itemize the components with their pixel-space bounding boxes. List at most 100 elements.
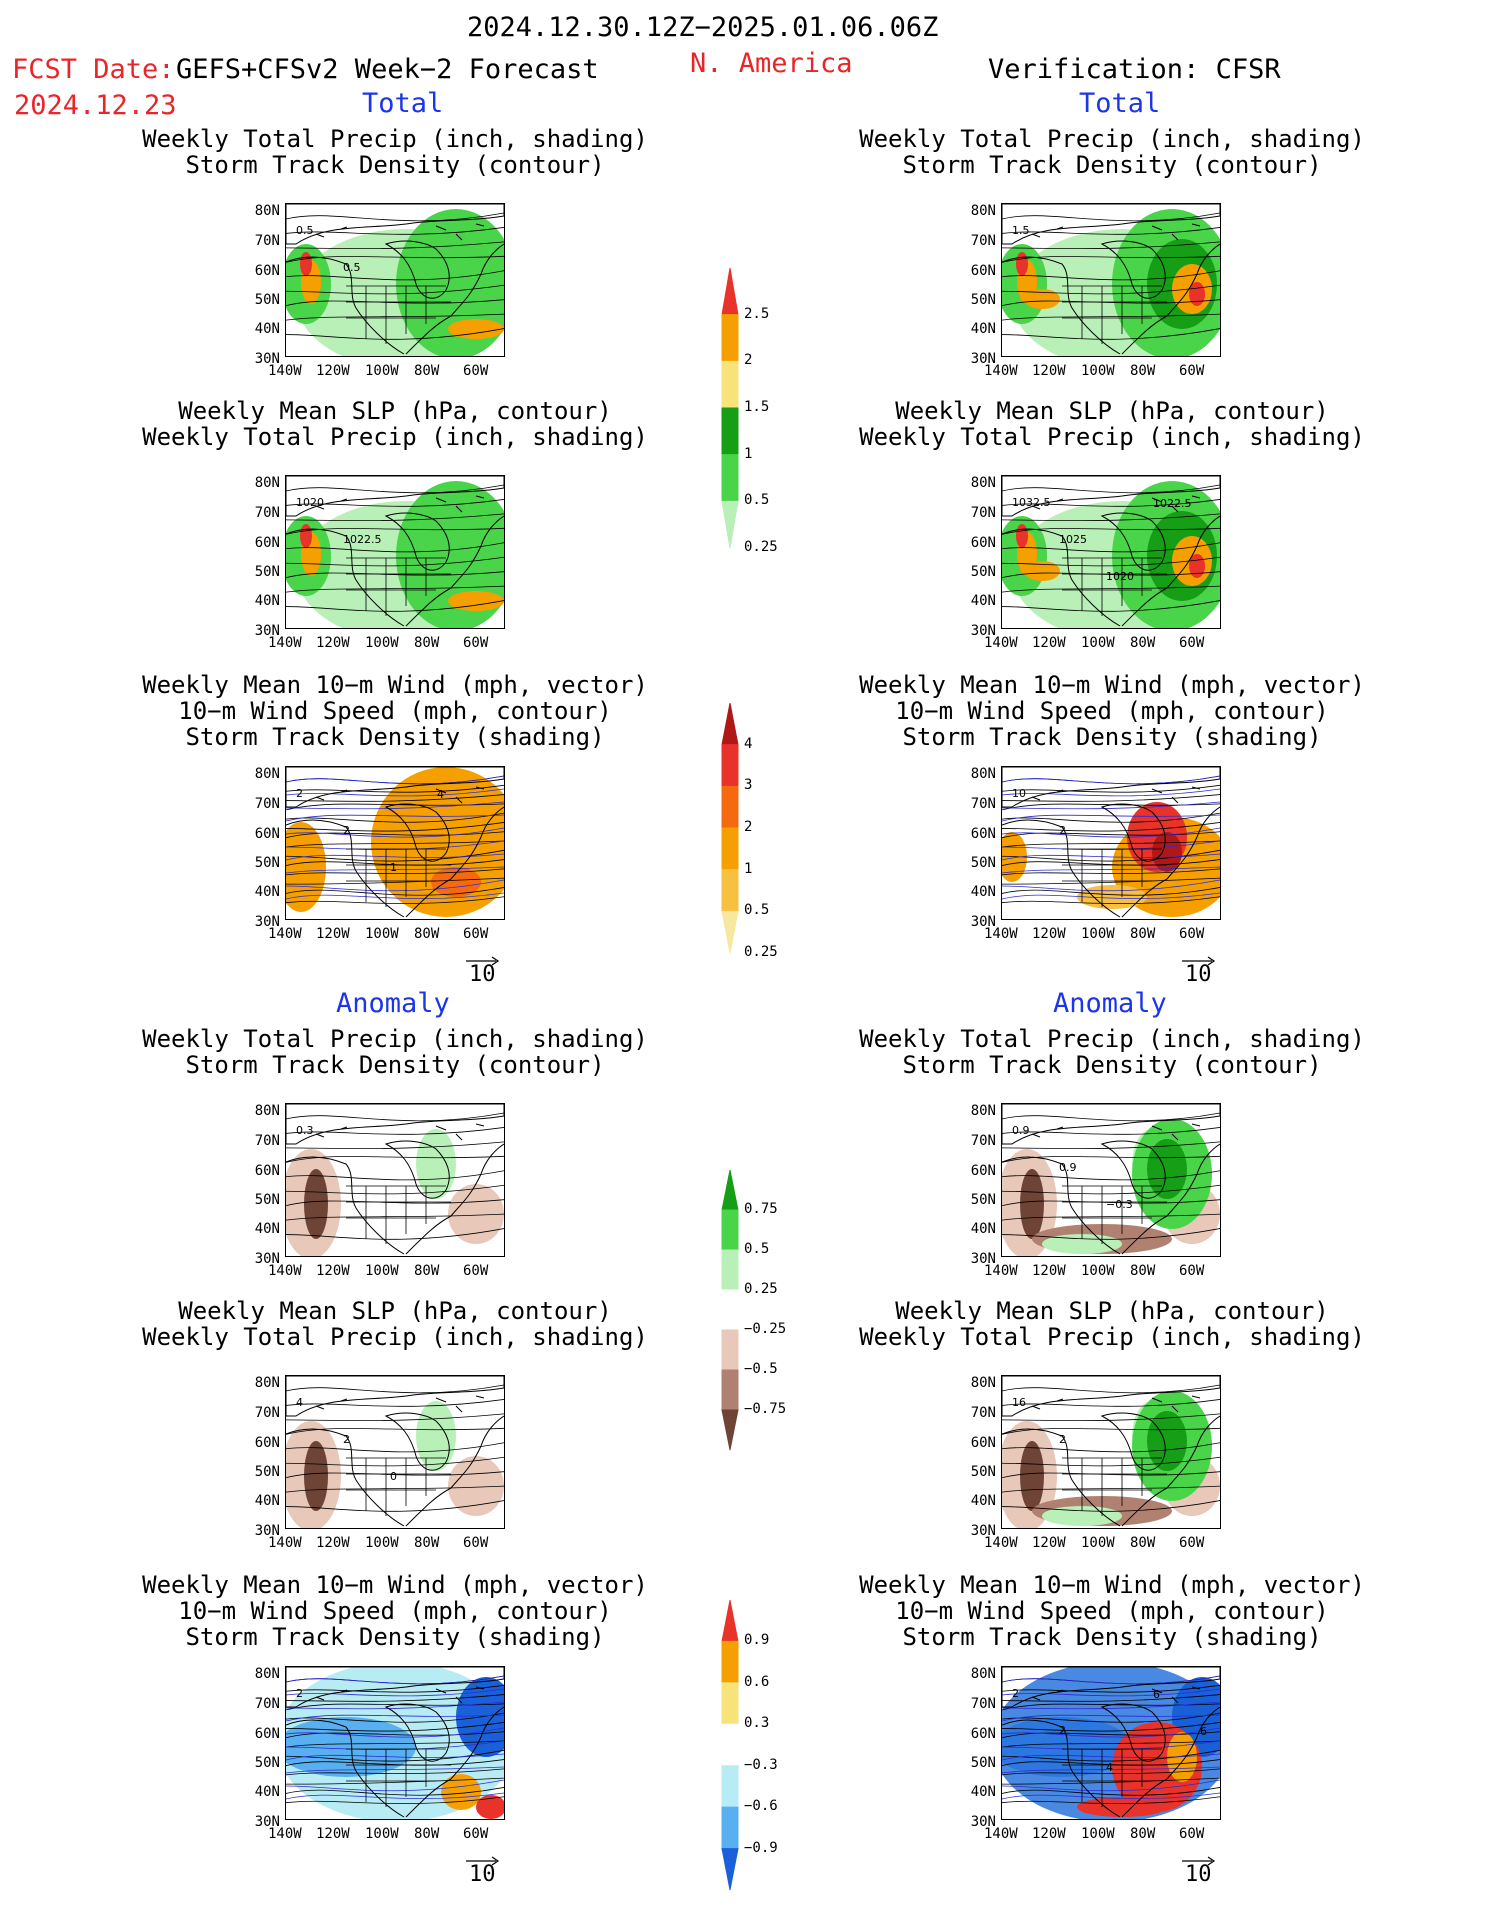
contour-line <box>1002 328 1220 340</box>
longitude-tick-label: 80W <box>414 1535 440 1551</box>
panel-title-right-4-line2: Storm Track Density (contour) <box>902 1051 1322 1079</box>
contour-line <box>286 1779 504 1792</box>
panel-title-left-4-line1: Weekly Total Precip (inch, shading) <box>142 1025 648 1053</box>
shading-region <box>1016 524 1028 548</box>
contour-line <box>1002 1740 1220 1748</box>
longitude-tick-label: 140W <box>984 1263 1018 1279</box>
colorbar-segment <box>721 703 739 746</box>
contour-line <box>1002 1675 1220 1685</box>
latitude-tick-label: 30N <box>970 1251 996 1267</box>
contour-line <box>286 227 504 235</box>
latitude-tick-label: 70N <box>254 1696 280 1712</box>
contour-line <box>1002 255 1220 263</box>
latitude-tick-label: 40N <box>254 1493 280 1509</box>
contour-line <box>286 794 504 802</box>
latitude-tick-label: 50N <box>254 1464 280 1480</box>
contour-value-label: 0 <box>390 1470 397 1483</box>
colorbar-tick-label: −0.6 <box>744 1798 778 1815</box>
panel-title-left-6-line1: Weekly Mean 10−m Wind (mph, vector) <box>142 1571 648 1599</box>
colorbar-segment <box>721 785 739 829</box>
contour-line <box>1002 1727 1220 1738</box>
shading-region <box>1020 1169 1044 1239</box>
longitude-tick-label: 140W <box>268 926 302 942</box>
longitude-tick-label: 120W <box>316 1535 350 1551</box>
shading-region <box>448 319 504 339</box>
panel-title-left-1-line1: Weekly Total Precip (inch, shading) <box>142 125 648 153</box>
colorbar-segment <box>721 1209 739 1251</box>
contour-line <box>1002 1228 1220 1240</box>
shading-region <box>304 1441 328 1511</box>
contour-line <box>286 1701 504 1710</box>
contour-line <box>1002 227 1220 235</box>
longitude-tick-label: 80W <box>414 926 440 942</box>
contour-value-label: 2 <box>343 824 350 837</box>
longitude-tick-label: 80W <box>1130 1263 1156 1279</box>
contour-line <box>1002 484 1220 494</box>
colorbar-segment <box>721 268 739 316</box>
section-total-right: Total <box>1079 88 1161 119</box>
colorbar-segment <box>721 1329 739 1371</box>
latitude-tick-label: 60N <box>254 826 280 842</box>
contour-line <box>1002 1712 1220 1723</box>
latitude-tick-label: 40N <box>254 321 280 337</box>
contour-line <box>286 1688 504 1697</box>
contour-line <box>286 1155 504 1163</box>
longitude-tick-label: 140W <box>268 1826 302 1842</box>
colorbar-segment <box>721 1723 739 1767</box>
reference-vector-label: 10 <box>1185 962 1212 987</box>
contour-line <box>286 513 504 522</box>
contour-line <box>1002 1766 1220 1774</box>
latitude-tick-label: 40N <box>970 1784 996 1800</box>
reference-vector-label: 10 <box>469 1862 496 1887</box>
contour-line <box>1002 1141 1220 1150</box>
shading-region <box>304 1169 328 1239</box>
longitude-tick-label: 80W <box>1130 1535 1156 1551</box>
map-canvas: 0.3 <box>286 1104 504 1256</box>
colorbar-tick-label: 1 <box>744 445 753 462</box>
colorbar-segment <box>721 1640 739 1684</box>
latitude-tick-label: 30N <box>254 914 280 930</box>
colorbar-segment <box>721 1765 739 1808</box>
colorbar-tick-label: 4 <box>744 735 753 752</box>
contour-value-label: 10 <box>1012 787 1026 800</box>
latitude-tick-label: 30N <box>970 914 996 930</box>
contour-line <box>1002 868 1220 876</box>
colorbar-tick-label: −0.9 <box>744 1839 778 1856</box>
reference-vector-arrow <box>1181 951 1217 970</box>
colorbar-tick-label: 0.9 <box>744 1632 770 1649</box>
latitude-tick-label: 50N <box>970 1755 996 1771</box>
contour-line <box>286 1694 504 1702</box>
contour-line <box>286 1675 504 1685</box>
colorbar-segment <box>721 869 739 912</box>
shading-region <box>476 1795 504 1819</box>
contour-line <box>286 775 504 785</box>
longitude-tick-label: 80W <box>1130 363 1156 379</box>
longitude-tick-label: 100W <box>1081 1263 1115 1279</box>
contour-line <box>1002 499 1220 507</box>
contour-value-label: 0.5 <box>296 224 314 237</box>
contour-line <box>1002 822 1220 832</box>
colorbar-tick-label: 1 <box>744 860 753 877</box>
longitude-tick-label: 120W <box>316 1826 350 1842</box>
contour-line <box>286 896 504 905</box>
latitude-tick-label: 40N <box>970 593 996 609</box>
map-canvas: 16 2 <box>1002 1376 1220 1528</box>
colorbar-tick-label: 1.5 <box>744 399 770 415</box>
colorbar-tick-label: 2 <box>744 352 753 369</box>
map-canvas: 0.5 0.5 <box>286 204 504 356</box>
contour-line <box>1002 1768 1220 1776</box>
map-panel-left-3: 2 2 1 4 <box>285 766 505 920</box>
longitude-tick-label: 60W <box>1179 1535 1205 1551</box>
contour-line <box>286 212 504 222</box>
contour-value-label: 2 <box>296 1687 303 1700</box>
contour-line <box>1002 1688 1220 1697</box>
contour-line <box>1002 896 1220 905</box>
contour-line <box>1002 241 1220 250</box>
contour-line <box>286 1684 504 1693</box>
colorbar-tick-label: −0.5 <box>744 1361 778 1377</box>
fcst-date-value: 2024.12.23 <box>14 90 177 121</box>
latitude-tick-label: 70N <box>970 233 996 249</box>
panel-title-left-3-line1: Weekly Mean 10−m Wind (mph, vector) <box>142 671 648 699</box>
longitude-tick-label: 100W <box>1081 363 1115 379</box>
longitude-tick-label: 80W <box>414 1263 440 1279</box>
